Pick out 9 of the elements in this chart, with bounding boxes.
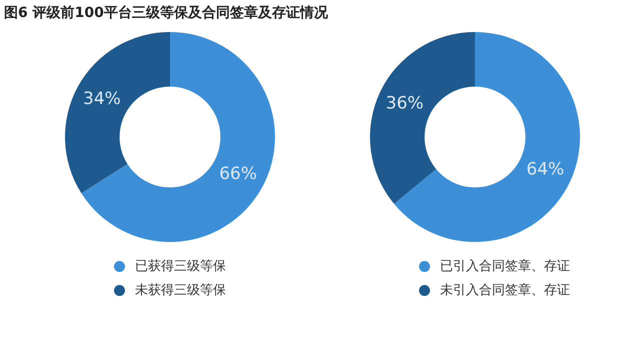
chart-title: 图6 评级前100平台三级等保及合同签章及存证情况 — [4, 4, 328, 22]
legend-label: 未引入合同签章、存证 — [440, 282, 570, 299]
data-label: 66% — [219, 164, 257, 184]
data-label: 64% — [526, 160, 564, 180]
legend-label: 已引入合同签章、存证 — [440, 258, 570, 275]
legend-label: 已获得三级等保 — [135, 258, 226, 275]
data-label: 34% — [83, 88, 121, 109]
data-label: 36% — [386, 93, 424, 114]
legend-label: 未获得三级等保 — [135, 282, 226, 299]
